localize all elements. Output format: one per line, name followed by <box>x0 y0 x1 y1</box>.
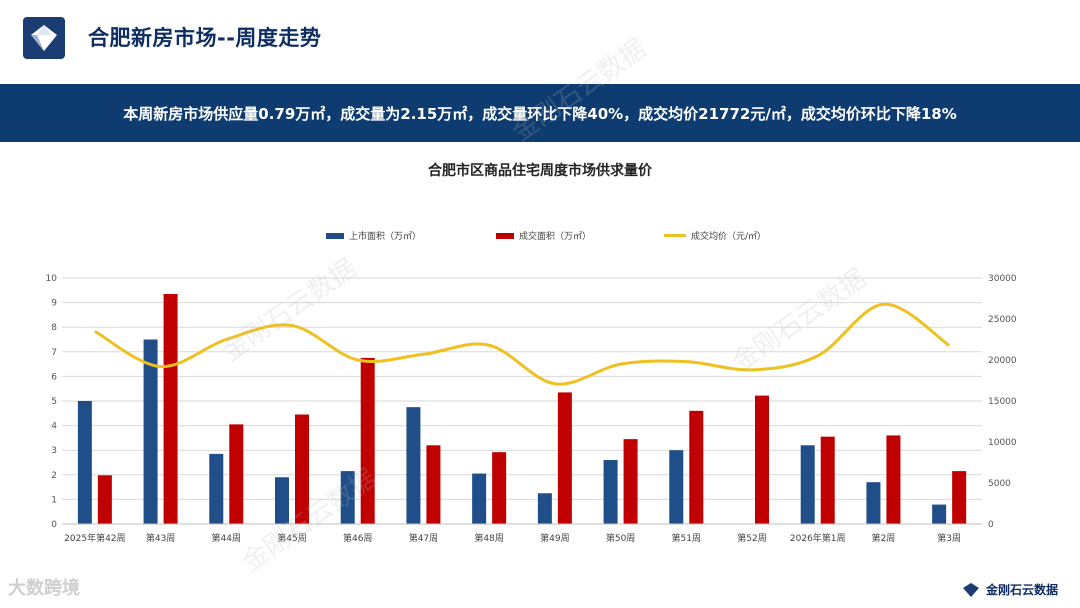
bar-deal <box>886 435 901 524</box>
y-left-tick-label: 3 <box>51 446 57 456</box>
page-title: 合肥新房市场--周度走势 <box>88 26 322 50</box>
bar-deal <box>229 424 244 524</box>
bar-supply <box>209 453 224 524</box>
price-line <box>94 302 950 386</box>
x-tick-label: 2025年第42周 <box>64 532 125 544</box>
legend-item-deal: 成交面积（万㎡） <box>496 229 591 242</box>
bar-deal <box>952 471 967 524</box>
bar-deal <box>689 410 704 524</box>
y-left-tick-label: 9 <box>51 299 57 309</box>
y-right-tick-label: 25000 <box>988 315 1017 325</box>
bar-supply <box>537 493 552 524</box>
footer-source-text: 大数跨境 <box>8 578 80 599</box>
footer-source: 大数跨境 <box>8 574 80 600</box>
y-left-tick-label: 6 <box>51 372 57 382</box>
y-left-tick-label: 1 <box>51 495 57 505</box>
legend-label-price: 成交均价（元/㎡） <box>691 232 767 242</box>
y-right-tick-label: 30000 <box>988 274 1017 284</box>
bar-supply <box>275 477 289 524</box>
footer-brand: 金刚石云数据 <box>962 581 1058 598</box>
chart-title: 合肥市区商品住宅周度市场供求量价 <box>428 163 652 179</box>
bar-deal <box>623 439 638 524</box>
brand-logo <box>23 17 65 59</box>
x-tick-label: 第52周 <box>737 532 766 544</box>
footer-brand-text: 金刚石云数据 <box>986 583 1059 597</box>
bar-supply <box>143 339 158 524</box>
x-tick-label: 第3周 <box>937 532 961 544</box>
x-tick-label: 第51周 <box>672 532 701 544</box>
bar-supply <box>340 471 355 524</box>
y-left-tick-label: 7 <box>51 348 57 358</box>
bar-deal <box>163 293 178 524</box>
legend-swatch-supply <box>326 232 344 239</box>
y-left-tick-label: 5 <box>51 397 57 407</box>
y-right-tick-label: 20000 <box>988 356 1017 366</box>
legend-swatch-price <box>664 234 686 237</box>
legend-swatch-deal <box>496 232 514 239</box>
diamond-logo-icon <box>31 25 57 51</box>
y-right-tick-label: 5000 <box>988 479 1011 489</box>
x-tick-label: 第46周 <box>343 532 372 544</box>
bar-deal <box>295 414 309 524</box>
bar-supply <box>932 504 947 524</box>
x-tick-label: 第43周 <box>146 532 175 544</box>
bar-supply <box>406 407 421 524</box>
y-left-tick-label: 4 <box>51 422 57 432</box>
bar-deal <box>557 392 572 524</box>
x-tick-label: 第2周 <box>872 532 896 544</box>
bar-supply <box>77 401 92 524</box>
x-tick-label: 2026年第1周 <box>790 532 846 544</box>
x-tick-label: 第47周 <box>409 532 438 544</box>
bar-deal <box>820 436 835 524</box>
legend-label-supply: 上市面积（万㎡） <box>349 232 422 242</box>
bar-deal <box>492 452 507 524</box>
y-left-tick-label: 2 <box>51 471 57 481</box>
summary-banner: 本周新房市场供应量0.79万㎡，成交量为2.15万㎡，成交量环比下降40%，成交… <box>0 84 1080 142</box>
x-tick-label: 第49周 <box>540 532 569 544</box>
bar-supply <box>800 445 815 524</box>
legend-item-supply: 上市面积（万㎡） <box>326 229 421 242</box>
x-tick-label: 第50周 <box>606 532 635 544</box>
y-right-tick-label: 15000 <box>988 397 1017 407</box>
bar-deal <box>360 357 375 524</box>
legend-item-price: 成交均价（元/㎡） <box>664 229 766 242</box>
bar-supply <box>669 450 684 524</box>
bar-supply <box>603 460 618 524</box>
bar-deal <box>97 475 112 524</box>
bar-deal <box>755 395 769 524</box>
chart-legend: 上市面积（万㎡） 成交面积（万㎡） 成交均价（元/㎡） <box>0 229 1080 243</box>
summary-text: 本周新房市场供应量0.79万㎡，成交量为2.15万㎡，成交量环比下降40%，成交… <box>123 104 957 123</box>
y-left-tick-label: 8 <box>51 323 57 333</box>
legend-label-deal: 成交面积（万㎡） <box>519 232 592 242</box>
y-right-tick-label: 10000 <box>988 438 1017 448</box>
bar-supply <box>472 473 487 524</box>
bar-supply <box>866 482 881 524</box>
x-tick-label: 第48周 <box>474 532 503 544</box>
y-right-tick-label: 0 <box>988 520 994 530</box>
x-tick-label: 第45周 <box>277 532 306 544</box>
y-left-tick-label: 0 <box>51 520 57 530</box>
bar-deal <box>426 445 441 524</box>
diamond-small-icon <box>963 582 979 597</box>
y-left-tick-label: 10 <box>46 274 58 284</box>
x-tick-label: 第44周 <box>212 532 241 544</box>
